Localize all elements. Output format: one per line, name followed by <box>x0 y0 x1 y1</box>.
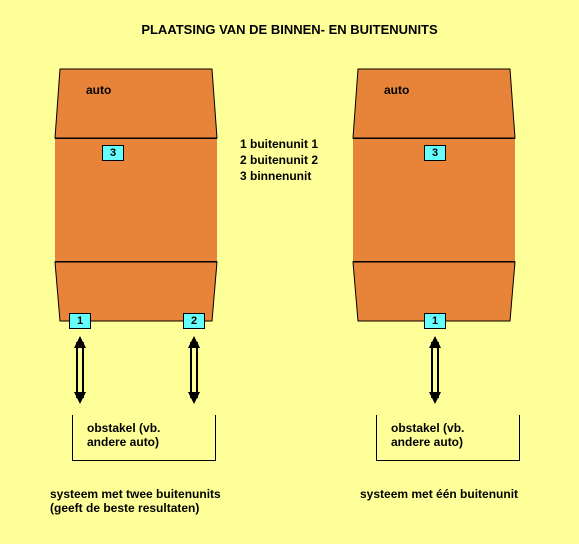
obstacle-right-l2: andere auto) <box>391 435 463 449</box>
auto-label-left: auto <box>86 83 111 97</box>
auto-label-right: auto <box>384 83 409 97</box>
obstacle-right-text: obstakel (vb. andere auto) <box>391 421 464 449</box>
car-left-top-icon <box>55 69 217 138</box>
car-right: auto <box>358 69 510 321</box>
legend-line-3: 3 binnenunit <box>240 169 311 183</box>
car-left-mid <box>55 138 217 262</box>
obstacle-right-l1: obstakel (vb. <box>391 421 464 435</box>
inner-unit-3-right: 3 <box>424 145 446 161</box>
obstacle-left-l2: andere auto) <box>87 435 159 449</box>
obstacle-right: obstakel (vb. andere auto) <box>376 415 520 461</box>
airflow-arrow-right-a <box>427 336 443 404</box>
legend-line-1: 1 buitenunit 1 <box>240 137 318 151</box>
outer-unit-2-left: 2 <box>183 313 205 329</box>
caption-left-l2: (geeft de beste resultaten) <box>50 501 199 515</box>
obstacle-left-l1: obstakel (vb. <box>87 421 160 435</box>
airflow-arrow-left-b <box>186 336 202 404</box>
outer-unit-1-right: 1 <box>424 313 446 329</box>
caption-left: systeem met twee buitenunits (geeft de b… <box>50 487 221 515</box>
obstacle-left-text: obstakel (vb. andere auto) <box>87 421 160 449</box>
caption-right-l1: systeem met één buitenunit <box>360 487 518 501</box>
obstacle-left: obstakel (vb. andere auto) <box>72 415 216 461</box>
car-right-top-icon <box>353 69 515 138</box>
page-title: PLAATSING VAN DE BINNEN- EN BUITENUNITS <box>0 22 579 37</box>
inner-unit-3-left: 3 <box>102 145 124 161</box>
caption-left-l1: systeem met twee buitenunits <box>50 487 221 501</box>
outer-unit-1-left: 1 <box>69 313 91 329</box>
caption-right: systeem met één buitenunit <box>360 487 518 501</box>
airflow-arrow-left-a <box>72 336 88 404</box>
legend-line-2: 2 buitenunit 2 <box>240 153 318 167</box>
car-left: auto <box>60 69 212 321</box>
unit-legend: 1 buitenunit 1 2 buitenunit 2 3 binnenun… <box>240 136 318 184</box>
